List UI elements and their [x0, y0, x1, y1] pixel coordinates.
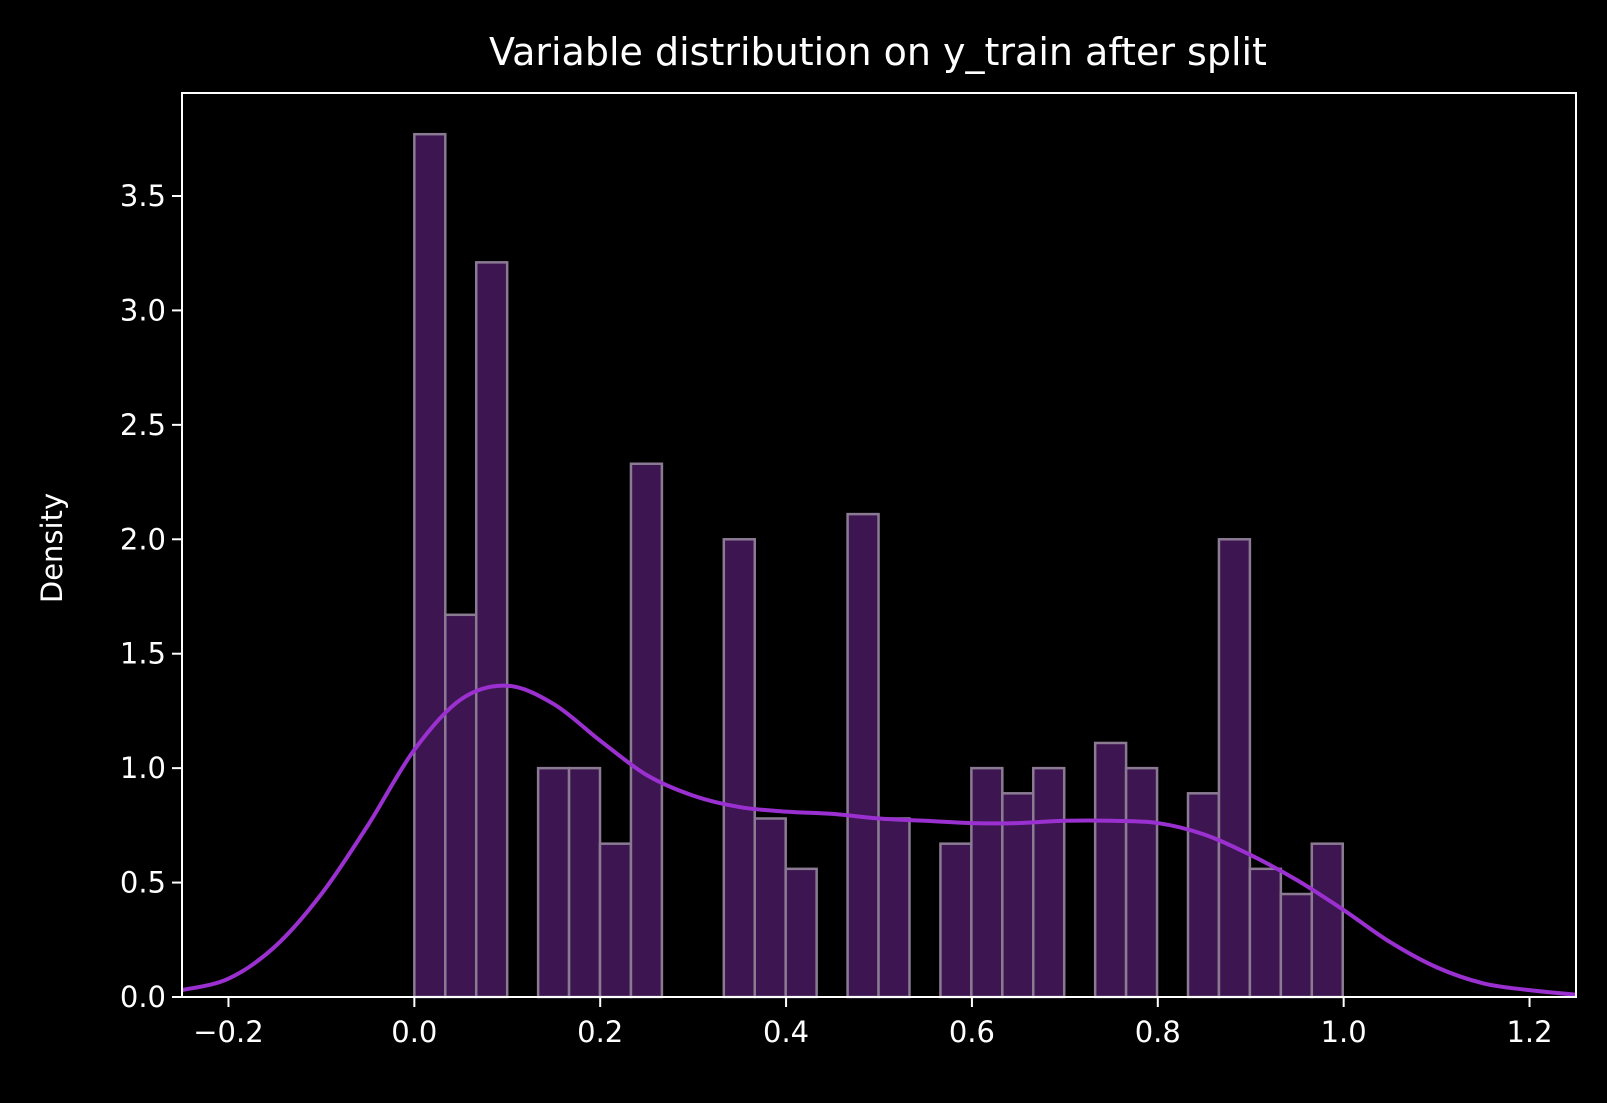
histogram-bar [939, 842, 973, 999]
y-tick-label: 3.0 [120, 293, 166, 327]
x-tick-label: 0.4 [763, 1015, 809, 1049]
histogram-bar [1310, 842, 1344, 999]
plot-frame [181, 92, 1577, 998]
histogram-bar [474, 261, 509, 999]
x-tick-label: 1.0 [1321, 1015, 1367, 1049]
histogram-bar [970, 766, 1004, 999]
histogram-bar [536, 766, 571, 999]
histogram-bar [1217, 538, 1252, 999]
histogram-bar [753, 817, 787, 999]
x-tick-label: −0.2 [193, 1015, 263, 1049]
histogram-bar [1032, 766, 1066, 999]
plot-area: −0.2 0.0 0.2 0.4 0.6 0.8 1.0 1.2 0.0 0.5 1.0 1.5 2.0… [120, 92, 1577, 1049]
y-axis-label: Density [35, 493, 69, 603]
x-tick-label: 1.2 [1506, 1015, 1552, 1049]
chart-title: Variable distribution on y_train after s… [489, 30, 1267, 74]
x-tick-label: 0.0 [391, 1015, 437, 1049]
histogram-bar [444, 613, 478, 999]
histogram-bar [846, 512, 880, 999]
x-tick-label: 0.6 [949, 1015, 995, 1049]
histogram-bar [1001, 792, 1035, 999]
y-tick-label: 3.5 [120, 179, 166, 213]
histogram-bar [413, 132, 447, 999]
histogram-bar [1248, 867, 1283, 999]
x-tick-label: 0.2 [577, 1015, 623, 1049]
histogram-bar [598, 842, 633, 999]
histogram-bar [1186, 792, 1221, 999]
histogram-bar [722, 538, 756, 999]
x-tick-label: 0.8 [1135, 1015, 1181, 1049]
histogram-bar [1124, 766, 1159, 999]
y-tick-label: 2.0 [120, 522, 166, 556]
histogram-bar [877, 817, 911, 999]
histogram-bar [567, 766, 602, 999]
kde-curve [181, 683, 1577, 997]
histogram-bar [629, 462, 664, 999]
y-tick-label: 0.5 [120, 866, 166, 900]
histogram-bar [1093, 741, 1128, 999]
y-tick-label: 1.5 [120, 637, 166, 671]
histogram-bar [784, 867, 818, 999]
y-tick-label: 1.0 [120, 751, 166, 785]
y-tick-label: 0.0 [120, 980, 166, 1014]
y-tick-label: 2.5 [120, 408, 166, 442]
histogram-bar [1279, 892, 1314, 999]
